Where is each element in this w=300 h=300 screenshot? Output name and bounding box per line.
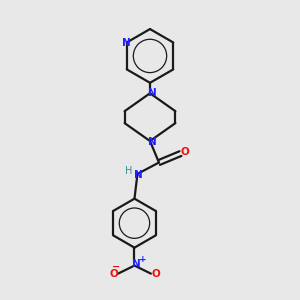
Text: +: + (139, 255, 147, 264)
Text: O: O (181, 147, 189, 158)
Text: N: N (134, 170, 143, 180)
Text: H: H (125, 167, 132, 176)
Text: N: N (148, 136, 157, 147)
Text: O: O (151, 269, 160, 279)
Text: N: N (122, 38, 130, 47)
Text: O: O (109, 269, 118, 279)
Text: −: − (112, 262, 120, 272)
Text: N: N (132, 259, 141, 269)
Text: N: N (148, 88, 157, 98)
